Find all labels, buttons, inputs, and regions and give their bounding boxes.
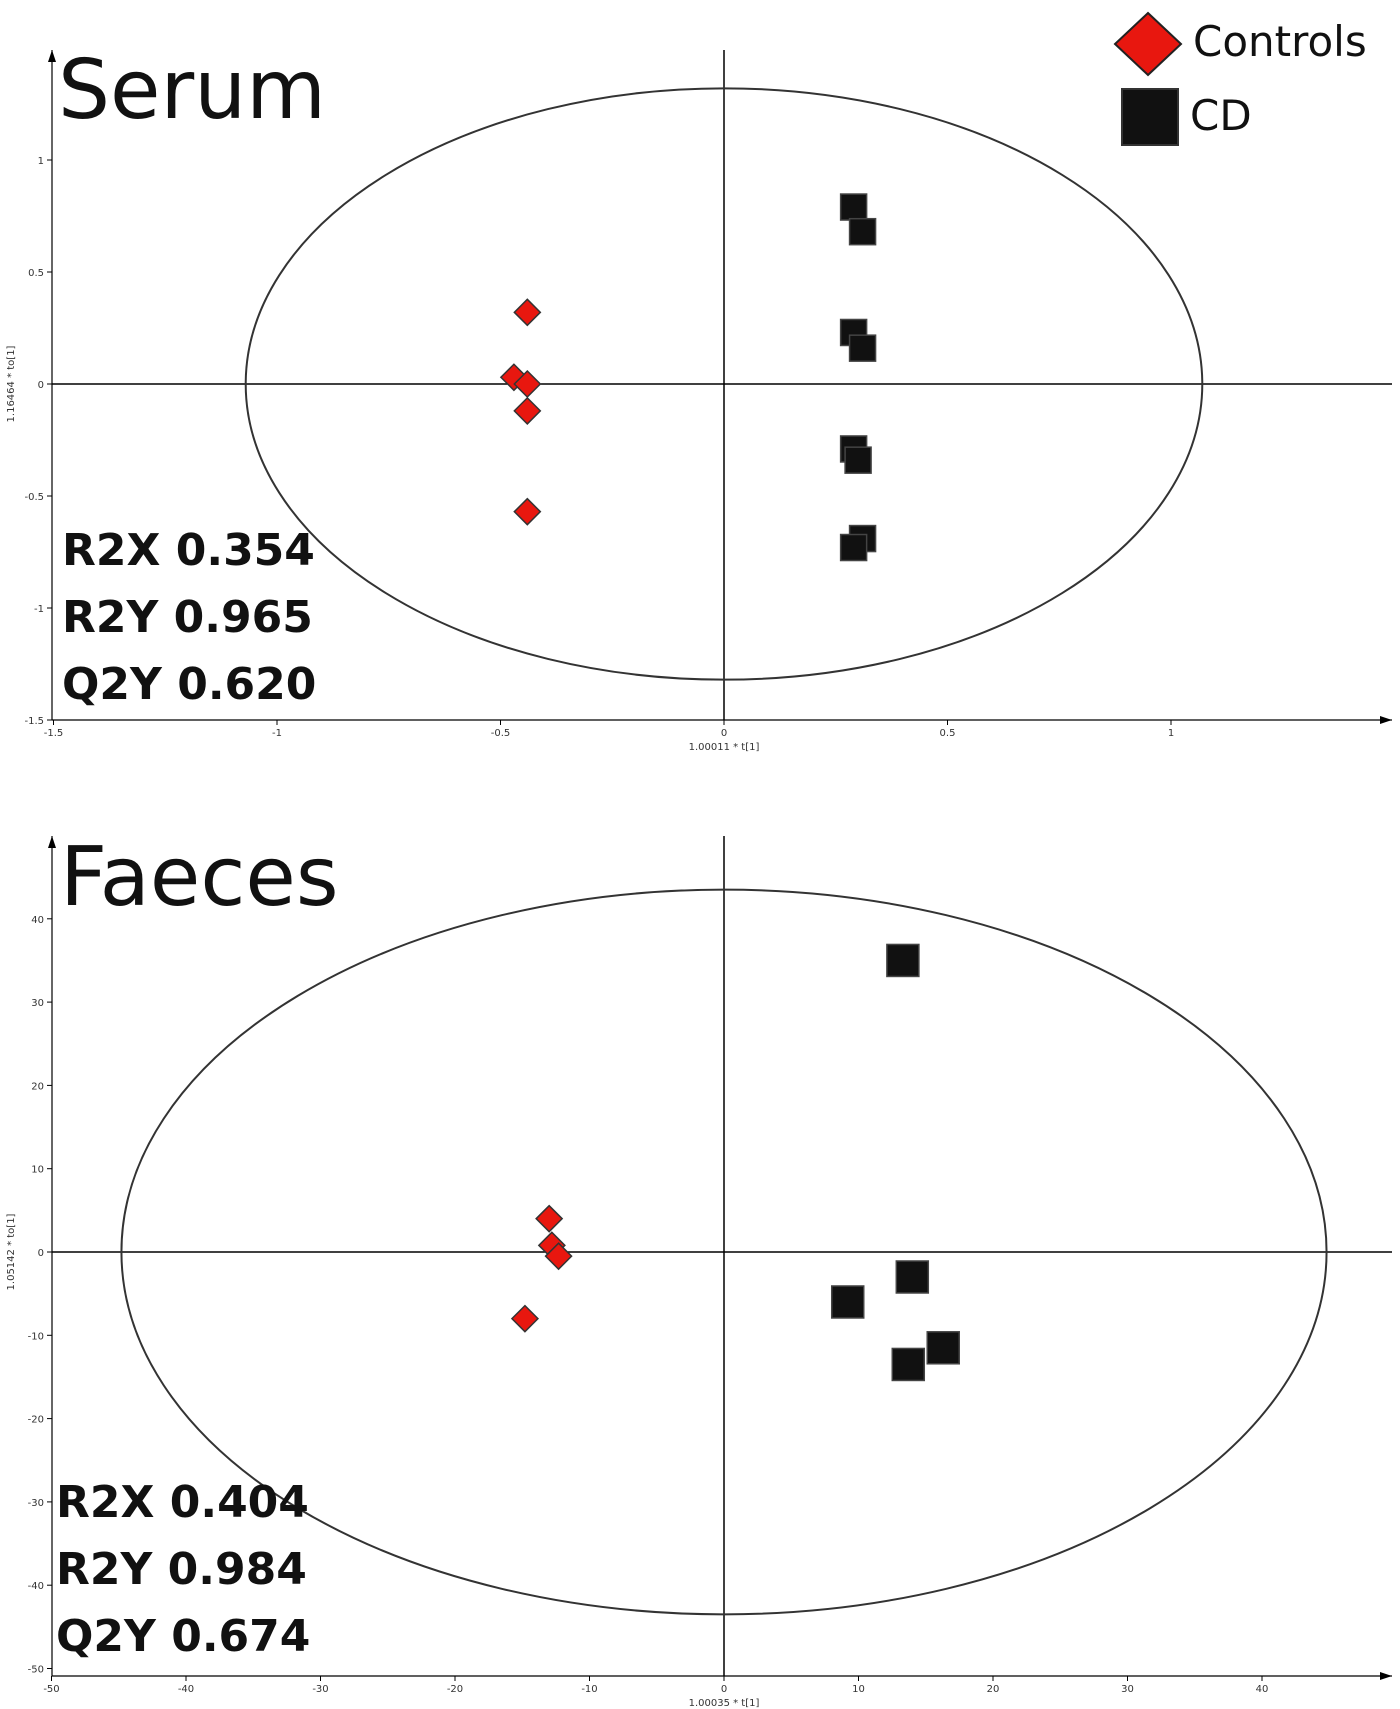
x-tick-label: -40 (178, 1684, 194, 1695)
x-tick-label: 0 (721, 728, 727, 739)
y-tick-label: 10 (31, 1165, 44, 1176)
x-tick-label: -50 (43, 1684, 59, 1695)
x-tick-label: 40 (1256, 1684, 1269, 1695)
controls-point (510, 1304, 540, 1333)
controls-point (513, 298, 542, 327)
serum-panel: -1.5 -1 -0.5 0 0.5 1 -1.5 -1 -0.5 0 0.5 1 1.00011 * … (6, 43, 1392, 753)
y-tick-label: 20 (31, 1081, 44, 1092)
y-tick-label: -50 (28, 1665, 44, 1676)
confidence-ellipse (244, 87, 1204, 681)
y-tick-label: -20 (28, 1415, 44, 1426)
cd-point (895, 1260, 930, 1294)
y-axis-label: 1.05142 * to[1] (6, 1213, 17, 1290)
x-axis-label: 1.00011 * t[1] (689, 742, 760, 753)
panel-title: Faeces (60, 830, 339, 925)
x-tick-label: -10 (581, 1684, 597, 1695)
legend: Controls CD (1113, 11, 1367, 146)
controls-point (513, 497, 542, 526)
y-tick-label: -10 (28, 1331, 44, 1342)
x-tick-label: 10 (852, 1684, 865, 1695)
x-axis-label: 1.00035 * t[1] (689, 1698, 760, 1709)
model-stat: R2X 0.404 (56, 1477, 309, 1528)
cd-point (844, 446, 872, 474)
faeces-panel: -50 -40 -30 -20 -10 0 10 20 30 40 -50 -40 -30 -20 -10 0… (6, 830, 1392, 1709)
y-tick-label: -30 (28, 1498, 44, 1509)
x-axis-arrow (1380, 1672, 1392, 1680)
x-tick-label: 20 (987, 1684, 1000, 1695)
x-tick-label: -1.5 (44, 728, 64, 739)
y-tick-label: -0.5 (24, 492, 44, 503)
legend-controls-marker (1113, 11, 1183, 77)
x-tick-label: 1 (1168, 728, 1174, 739)
x-tick-label: 0 (721, 1684, 727, 1695)
y-tick-label: -40 (28, 1581, 44, 1592)
cd-point (830, 1285, 865, 1319)
cd-point (891, 1347, 926, 1382)
controls-point (544, 1242, 573, 1271)
controls-point (535, 1204, 564, 1233)
cd-point (886, 943, 920, 978)
y-tick-label: 0 (38, 380, 44, 391)
cd-point (848, 217, 877, 246)
cd-point (926, 1331, 960, 1365)
x-tick-label: 0.5 (940, 728, 956, 739)
x-tick-label: -1 (272, 728, 282, 739)
y-axis-label: 1.16464 * to[1] (6, 345, 17, 422)
controls-point (513, 396, 542, 425)
model-stat: Q2Y 0.674 (56, 1611, 310, 1662)
y-tick-label: -1 (34, 604, 44, 615)
x-tick-label: -30 (312, 1684, 328, 1695)
panel-title: Serum (58, 43, 326, 138)
legend-controls-label: Controls (1193, 17, 1367, 66)
cd-point (848, 334, 877, 362)
y-tick-label: -1.5 (24, 716, 44, 727)
model-stat: R2Y 0.965 (62, 592, 313, 643)
cd-point (839, 533, 868, 562)
y-tick-label: 30 (31, 998, 44, 1009)
y-axis-arrow (48, 50, 56, 62)
model-stat: R2Y 0.984 (56, 1544, 307, 1595)
model-stat: R2X 0.354 (62, 525, 315, 576)
y-tick-label: 1 (38, 156, 44, 167)
x-tick-label: -0.5 (491, 728, 511, 739)
confidence-ellipse (120, 888, 1328, 1616)
x-axis-arrow (1380, 716, 1392, 724)
model-stat: Q2Y 0.620 (62, 659, 316, 710)
cd-point (839, 193, 868, 221)
y-tick-label: 40 (31, 915, 44, 926)
x-tick-label: -20 (447, 1684, 463, 1695)
x-tick-label: 30 (1121, 1684, 1134, 1695)
legend-cd-label: CD (1190, 91, 1252, 140)
y-tick-label: 0 (38, 1248, 44, 1259)
legend-cd-marker (1121, 88, 1179, 146)
y-tick-label: 0.5 (28, 268, 44, 279)
y-axis-arrow (48, 836, 56, 848)
